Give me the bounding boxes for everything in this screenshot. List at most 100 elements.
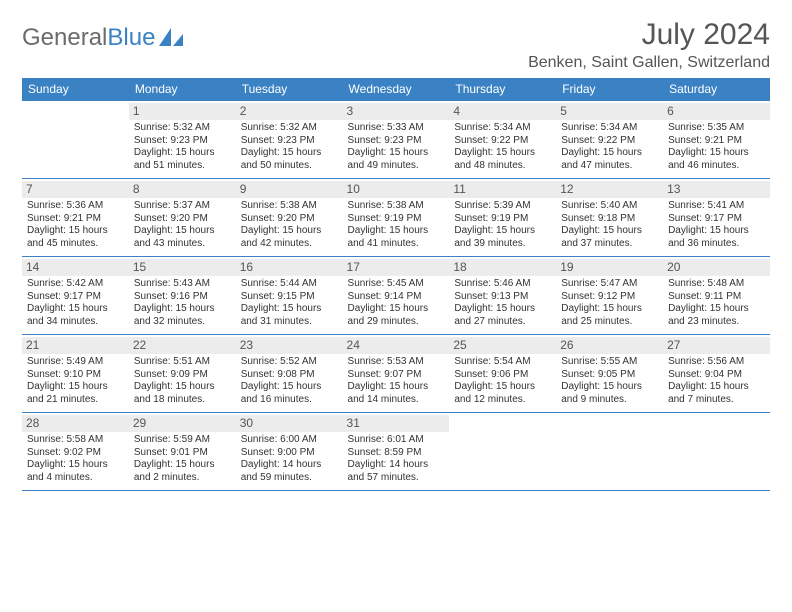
calendar-cell: 9Sunrise: 5:38 AMSunset: 9:20 PMDaylight…	[236, 179, 343, 257]
calendar-cell: 27Sunrise: 5:56 AMSunset: 9:04 PMDayligh…	[663, 335, 770, 413]
calendar-cell: 25Sunrise: 5:54 AMSunset: 9:06 PMDayligh…	[449, 335, 556, 413]
weekday-header: Monday	[129, 78, 236, 101]
logo-sail-icon	[159, 28, 185, 48]
calendar-cell: 24 Sunrise: 5:53 AMSunset: 9:07 PMDayligh…	[343, 335, 450, 413]
day-details: Sunrise: 5:42 AMSunset: 9:17 PMDaylight:…	[26, 278, 125, 328]
day-number: 13	[663, 181, 770, 198]
calendar-table: SundayMondayTuesdayWednesdayThursdayFrid…	[22, 78, 770, 491]
day-number: 18	[449, 259, 556, 276]
day-number: 17	[343, 259, 450, 276]
weekday-header: Thursday	[449, 78, 556, 101]
day-number: 5	[556, 103, 663, 120]
day-number: 11	[449, 181, 556, 198]
calendar-cell: 6 Sunrise: 5:35 AMSunset: 9:21 PMDaylight…	[663, 101, 770, 179]
calendar-cell: 12 Sunrise: 5:40 AMSunset: 9:18 PMDayligh…	[556, 179, 663, 257]
day-details: Sunrise: 5:34 AMSunset: 9:22 PMDaylight:…	[453, 122, 552, 172]
day-details: Sunrise: 5:38 AMSunset: 9:19 PMDaylight:…	[347, 200, 446, 250]
calendar-cell: 3Sunrise: 5:33 AMSunset: 9:23 PMDaylight…	[343, 101, 450, 179]
day-details: Sunrise: 5:35 AMSunset: 9:21 PMDaylight:…	[667, 122, 766, 172]
day-details: Sunrise: 5:43 AMSunset: 9:16 PMDaylight:…	[133, 278, 232, 328]
calendar-cell: 29 Sunrise: 5:59 AMSunset: 9:01 PMDayligh…	[129, 413, 236, 491]
calendar-cell: 17 Sunrise: 5:45 AMSunset: 9:14 PMDayligh…	[343, 257, 450, 335]
day-number: 1	[129, 103, 236, 120]
brand-part2: Blue	[107, 24, 155, 52]
calendar-cell: 30 Sunrise: 6:00 AMSunset: 9:00 PMDayligh…	[236, 413, 343, 491]
day-number: 28	[22, 415, 129, 432]
day-number: 15	[129, 259, 236, 276]
day-details: Sunrise: 5:41 AMSunset: 9:17 PMDaylight:…	[667, 200, 766, 250]
calendar-cell: 28 Sunrise: 5:58 AMSunset: 9:02 PMDayligh…	[22, 413, 129, 491]
calendar-cell: 13 Sunrise: 5:41 AMSunset: 9:17 PMDayligh…	[663, 179, 770, 257]
calendar-cell: 10 Sunrise: 5:38 AMSunset: 9:19 PMDayligh…	[343, 179, 450, 257]
calendar-cell: 11 Sunrise: 5:39 AMSunset: 9:19 PMDayligh…	[449, 179, 556, 257]
day-number: 24	[343, 337, 450, 354]
day-details: Sunrise: 5:45 AMSunset: 9:14 PMDaylight:…	[347, 278, 446, 328]
day-details: Sunrise: 5:46 AMSunset: 9:13 PMDaylight:…	[453, 278, 552, 328]
day-details: Sunrise: 5:34 AMSunset: 9:22 PMDaylight:…	[560, 122, 659, 172]
calendar-cell: 23Sunrise: 5:52 AMSunset: 9:08 PMDayligh…	[236, 335, 343, 413]
day-number: 25	[449, 337, 556, 354]
calendar-cell: 16 Sunrise: 5:44 AMSunset: 9:15 PMDayligh…	[236, 257, 343, 335]
brand-logo: GeneralBlue	[22, 18, 185, 52]
day-details: Sunrise: 5:44 AMSunset: 9:15 PMDaylight:…	[240, 278, 339, 328]
calendar-cell: 2 Sunrise: 5:32 AMSunset: 9:23 PMDaylight…	[236, 101, 343, 179]
calendar-cell: 21Sunrise: 5:49 AMSunset: 9:10 PMDayligh…	[22, 335, 129, 413]
day-details: Sunrise: 5:33 AMSunset: 9:23 PMDaylight:…	[347, 122, 446, 172]
month-title: July 2024	[528, 18, 770, 52]
day-details: Sunrise: 5:32 AMSunset: 9:23 PMDaylight:…	[133, 122, 232, 172]
day-details: Sunrise: 5:55 AMSunset: 9:05 PMDaylight:…	[560, 356, 659, 406]
day-details: Sunrise: 5:47 AMSunset: 9:12 PMDaylight:…	[560, 278, 659, 328]
day-details: Sunrise: 5:48 AMSunset: 9:11 PMDaylight:…	[667, 278, 766, 328]
day-number: 12	[556, 181, 663, 198]
calendar-cell: 22 Sunrise: 5:51 AMSunset: 9:09 PMDayligh…	[129, 335, 236, 413]
weekday-header: Friday	[556, 78, 663, 101]
calendar-cell: 4 Sunrise: 5:34 AMSunset: 9:22 PMDaylight…	[449, 101, 556, 179]
day-details: Sunrise: 5:32 AMSunset: 9:23 PMDaylight:…	[240, 122, 339, 172]
calendar-cell: 1 Sunrise: 5:32 AMSunset: 9:23 PMDaylight…	[129, 101, 236, 179]
location-text: Benken, Saint Gallen, Switzerland	[528, 54, 770, 72]
day-number: 9	[236, 181, 343, 198]
day-details: Sunrise: 5:39 AMSunset: 9:19 PMDaylight:…	[453, 200, 552, 250]
calendar-cell	[663, 413, 770, 491]
day-number: 19	[556, 259, 663, 276]
day-details: Sunrise: 5:37 AMSunset: 9:20 PMDaylight:…	[133, 200, 232, 250]
day-details: Sunrise: 6:00 AMSunset: 9:00 PMDaylight:…	[240, 434, 339, 484]
calendar-cell: 5 Sunrise: 5:34 AMSunset: 9:22 PMDaylight…	[556, 101, 663, 179]
day-number: 4	[449, 103, 556, 120]
day-details: Sunrise: 6:01 AMSunset: 8:59 PMDaylight:…	[347, 434, 446, 484]
brand-part1: General	[22, 24, 107, 52]
calendar-cell: 19 Sunrise: 5:47 AMSunset: 9:12 PMDayligh…	[556, 257, 663, 335]
day-number: 23	[236, 337, 343, 354]
day-number: 30	[236, 415, 343, 432]
day-details: Sunrise: 5:49 AMSunset: 9:10 PMDaylight:…	[26, 356, 125, 406]
calendar-cell	[449, 413, 556, 491]
calendar-cell: 8Sunrise: 5:37 AMSunset: 9:20 PMDaylight…	[129, 179, 236, 257]
day-number: 22	[129, 337, 236, 354]
day-number: 7	[22, 181, 129, 198]
weekday-header: Wednesday	[343, 78, 450, 101]
weekday-header: Saturday	[663, 78, 770, 101]
day-number: 2	[236, 103, 343, 120]
day-number: 6	[663, 103, 770, 120]
calendar-cell: 15 Sunrise: 5:43 AMSunset: 9:16 PMDayligh…	[129, 257, 236, 335]
day-details: Sunrise: 5:40 AMSunset: 9:18 PMDaylight:…	[560, 200, 659, 250]
day-number: 20	[663, 259, 770, 276]
calendar-cell	[556, 413, 663, 491]
day-number: 16	[236, 259, 343, 276]
calendar-cell: 31Sunrise: 6:01 AMSunset: 8:59 PMDayligh…	[343, 413, 450, 491]
day-details: Sunrise: 5:53 AMSunset: 9:07 PMDaylight:…	[347, 356, 446, 406]
calendar-cell: 20 Sunrise: 5:48 AMSunset: 9:11 PMDayligh…	[663, 257, 770, 335]
day-number: 26	[556, 337, 663, 354]
day-number: 14	[22, 259, 129, 276]
day-details: Sunrise: 5:51 AMSunset: 9:09 PMDaylight:…	[133, 356, 232, 406]
day-number: 10	[343, 181, 450, 198]
weekday-header: Tuesday	[236, 78, 343, 101]
day-details: Sunrise: 5:59 AMSunset: 9:01 PMDaylight:…	[133, 434, 232, 484]
weekday-header: Sunday	[22, 78, 129, 101]
calendar-cell	[22, 101, 129, 179]
day-details: Sunrise: 5:58 AMSunset: 9:02 PMDaylight:…	[26, 434, 125, 484]
day-number: 29	[129, 415, 236, 432]
calendar-cell: 18 Sunrise: 5:46 AMSunset: 9:13 PMDayligh…	[449, 257, 556, 335]
day-details: Sunrise: 5:36 AMSunset: 9:21 PMDaylight:…	[26, 200, 125, 250]
calendar-cell: 26 Sunrise: 5:55 AMSunset: 9:05 PMDayligh…	[556, 335, 663, 413]
